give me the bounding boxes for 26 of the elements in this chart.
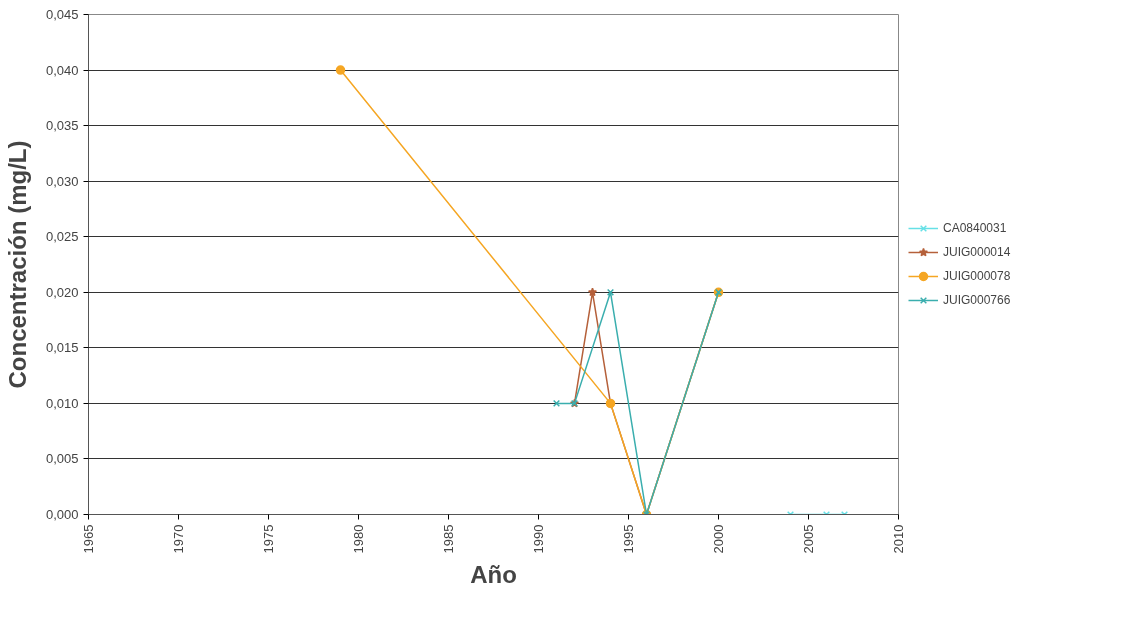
y-tick-label: 0,030: [45, 173, 79, 189]
y-tick-label: 0,020: [45, 284, 79, 300]
x-tick-label: 1990: [531, 524, 546, 554]
y-axis-title: Concentración (mg/L): [3, 140, 31, 389]
y-tick-label: 0,000: [45, 507, 79, 522]
x-tick-label: 1985: [441, 524, 456, 554]
x-tick-label: 1970: [171, 524, 186, 554]
x-axis-title: Año: [470, 561, 517, 589]
legend-label: JUIG000078: [943, 269, 1011, 283]
y-tick-label: 0,035: [45, 118, 79, 134]
legend-label: JUIG000766: [943, 293, 1011, 307]
y-tick-label: 0,015: [45, 340, 79, 356]
legend-label: CA0840031: [943, 221, 1007, 235]
x-tick-label: 1995: [621, 524, 636, 554]
y-tick-label: 0,010: [45, 395, 79, 411]
x-tick-label: 1965: [81, 524, 96, 554]
x-tick-label: 1980: [351, 524, 366, 554]
x-tick-label: 2005: [801, 524, 816, 554]
y-tick-label: 0,025: [45, 229, 79, 245]
y-tick-label: 0,045: [45, 7, 79, 22]
y-tick-label: 0,005: [45, 451, 79, 467]
x-tick-label: 2000: [711, 524, 726, 554]
legend-label: JUIG000014: [943, 245, 1011, 259]
x-tick-label: 1975: [261, 524, 276, 554]
y-tick-label: 0,040: [45, 62, 79, 78]
x-tick-label: 2010: [891, 524, 906, 554]
